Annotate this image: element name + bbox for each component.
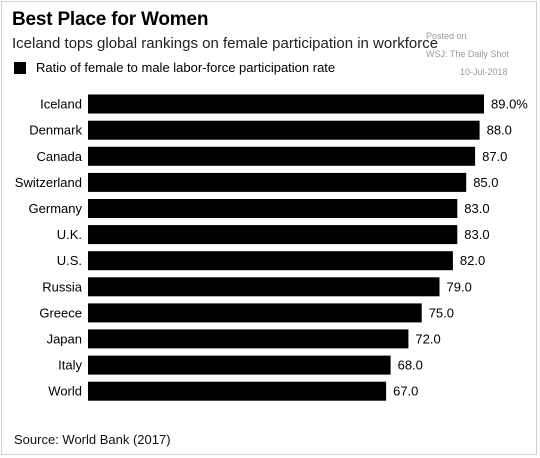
value-label: 89.0% bbox=[491, 97, 528, 112]
category-label: Greece bbox=[39, 305, 82, 320]
category-label: World bbox=[48, 384, 82, 399]
legend-swatch bbox=[14, 61, 26, 74]
bar-italy bbox=[88, 355, 391, 375]
legend-label: Ratio of female to male labor-force part… bbox=[36, 60, 336, 75]
value-label: 67.0 bbox=[393, 384, 418, 399]
category-label: Canada bbox=[36, 149, 82, 164]
bar-canada bbox=[88, 146, 476, 166]
posted-note: Posted on WSJ: The Daily Shot 10-Jul-201… bbox=[426, 27, 509, 81]
value-label: 83.0 bbox=[464, 201, 489, 216]
value-label: 72.0 bbox=[415, 331, 440, 346]
value-label: 83.0 bbox=[464, 227, 489, 242]
bar-greece bbox=[88, 303, 422, 323]
value-label: 88.0 bbox=[487, 123, 512, 138]
posted-date: 10-Jul-2018 bbox=[460, 67, 508, 77]
value-label: 85.0 bbox=[473, 175, 498, 190]
value-label: 68.0 bbox=[398, 358, 423, 373]
bar-germany bbox=[88, 199, 458, 218]
category-label: Denmark bbox=[29, 123, 82, 138]
bar-switzerland bbox=[88, 172, 467, 192]
bar-world bbox=[88, 381, 387, 401]
category-label: Japan bbox=[47, 331, 82, 346]
legend: Ratio of female to male labor-force part… bbox=[14, 60, 335, 75]
category-label: Italy bbox=[58, 358, 82, 373]
category-label: U.S. bbox=[57, 253, 82, 268]
bar-denmark bbox=[88, 120, 480, 140]
category-label: Switzerland bbox=[15, 175, 82, 190]
posted-source: WSJ: The Daily Shot bbox=[426, 49, 509, 59]
value-label: 79.0 bbox=[447, 279, 472, 294]
value-label: 75.0 bbox=[429, 305, 454, 320]
source-note: Source: World Bank (2017) bbox=[14, 432, 171, 447]
value-label: 82.0 bbox=[460, 253, 485, 268]
category-label: Germany bbox=[29, 201, 83, 216]
chart-subtitle: Iceland tops global rankings on female p… bbox=[12, 35, 439, 52]
category-label: U.K. bbox=[57, 227, 82, 242]
bar-u-s bbox=[88, 251, 453, 271]
bar-russia bbox=[88, 277, 440, 297]
posted-label: Posted on bbox=[426, 31, 467, 41]
bar-japan bbox=[88, 329, 409, 349]
bar-u-k bbox=[88, 225, 458, 245]
bar-iceland bbox=[88, 94, 484, 114]
category-label: Russia bbox=[42, 279, 83, 294]
category-label: Iceland bbox=[40, 97, 82, 112]
value-label: 87.0 bbox=[482, 149, 507, 164]
chart-title: Best Place for Women bbox=[12, 9, 209, 30]
